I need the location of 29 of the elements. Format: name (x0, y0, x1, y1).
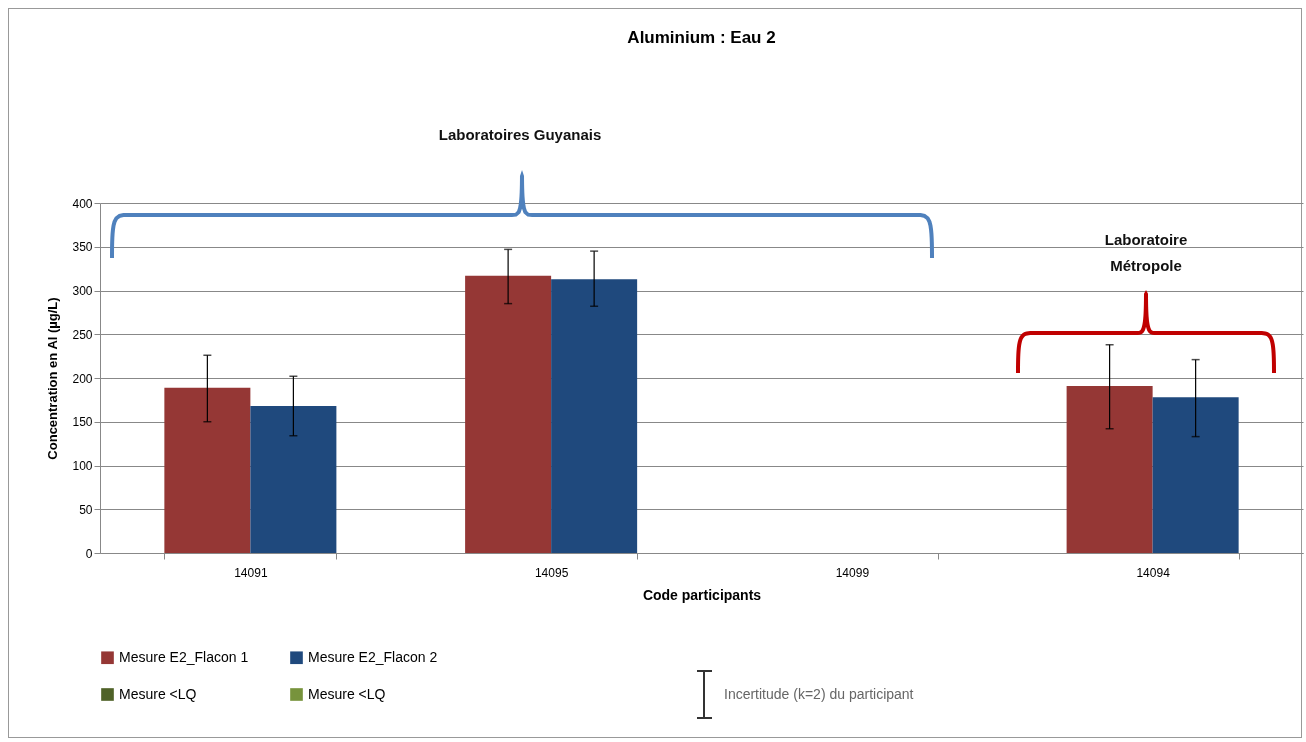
legend-label: Mesure <LQ (119, 685, 197, 702)
legend-label: Mesure E2_Flacon 2 (308, 648, 438, 665)
y-tick-label: 250 (72, 327, 93, 342)
x-tick-label: 14099 (835, 565, 870, 580)
bar (250, 406, 337, 553)
text: Incertitude (k=2) du participant (724, 686, 914, 702)
bar (164, 387, 251, 553)
bar (1066, 385, 1153, 553)
y-tick-label: 350 (72, 240, 93, 255)
bar (551, 279, 638, 553)
annotation: Laboratoire Métropole (1103, 230, 1189, 276)
y-tick-label: 200 (72, 371, 93, 386)
x-tick-label: 14094 (1136, 565, 1171, 580)
x-axis-title: Code participants (642, 586, 762, 603)
text: Laboratoires Guyanais (438, 125, 602, 145)
y-tick-label: 400 (72, 196, 93, 211)
chart-title: Aluminium : Eau 2 (627, 28, 776, 47)
y-tick-label: 300 (72, 284, 93, 298)
legend-label: Mesure <LQ (308, 685, 386, 702)
x-tick-label: 14091 (234, 565, 268, 580)
bar (465, 275, 552, 553)
y-tick-label: 0 (85, 546, 93, 561)
legend-label: Mesure E2_Flacon 1 (119, 648, 249, 665)
y-tick-label: 150 (72, 415, 93, 430)
y-tick-label: 100 (72, 459, 93, 473)
y-axis-title: Concentration en Al (µg/L) (45, 297, 61, 460)
bar (1152, 397, 1239, 553)
y-tick-label: 50 (79, 502, 93, 517)
x-tick-label: 14095 (534, 565, 569, 580)
